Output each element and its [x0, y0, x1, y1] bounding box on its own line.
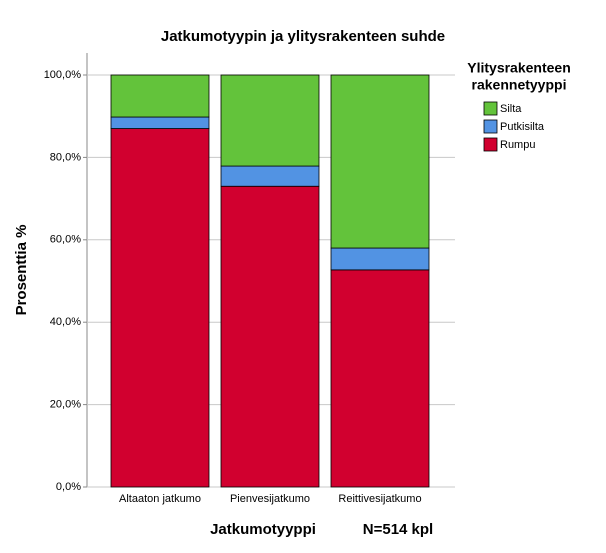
bar-segment	[330, 269, 430, 488]
x-tick-label: Altaaton jatkumo	[119, 493, 201, 505]
x-axis-label: Jatkumotyyppi	[210, 521, 316, 538]
legend-label: Silta	[500, 103, 522, 115]
bar-segment	[220, 185, 320, 488]
y-tick-label: 0,0%	[56, 481, 81, 493]
y-tick-label: 40,0%	[50, 316, 81, 328]
annotation: N=514 kpl	[363, 521, 433, 538]
x-tick-label: Pienvesijatkumo	[230, 493, 310, 505]
y-axis-label: Prosenttia %	[13, 225, 30, 316]
legend-title: Ylitysrakenteen	[467, 60, 571, 76]
legend-label: Putkisilta	[500, 121, 545, 133]
y-tick-label: 100,0%	[44, 69, 82, 81]
legend-swatch	[483, 101, 498, 116]
legend-swatch	[483, 137, 498, 152]
x-tick-label: Reittivesijatkumo	[338, 493, 421, 505]
legend-label: Rumpu	[500, 139, 535, 151]
legend-swatch	[483, 119, 498, 134]
bar-segment	[220, 165, 320, 187]
bar-segment	[330, 74, 430, 249]
y-tick-label: 20,0%	[50, 399, 81, 411]
y-tick-label: 60,0%	[50, 234, 81, 246]
bar-segment	[110, 74, 210, 118]
bar-segment	[110, 128, 210, 488]
chart-title: Jatkumotyypin ja ylitysrakenteen suhde	[161, 28, 445, 45]
bar-segment	[330, 247, 430, 271]
y-tick-label: 80,0%	[50, 151, 81, 163]
bar-segment	[110, 116, 210, 129]
bar-segment	[220, 74, 320, 167]
legend-title: rakennetyyppi	[472, 77, 567, 93]
